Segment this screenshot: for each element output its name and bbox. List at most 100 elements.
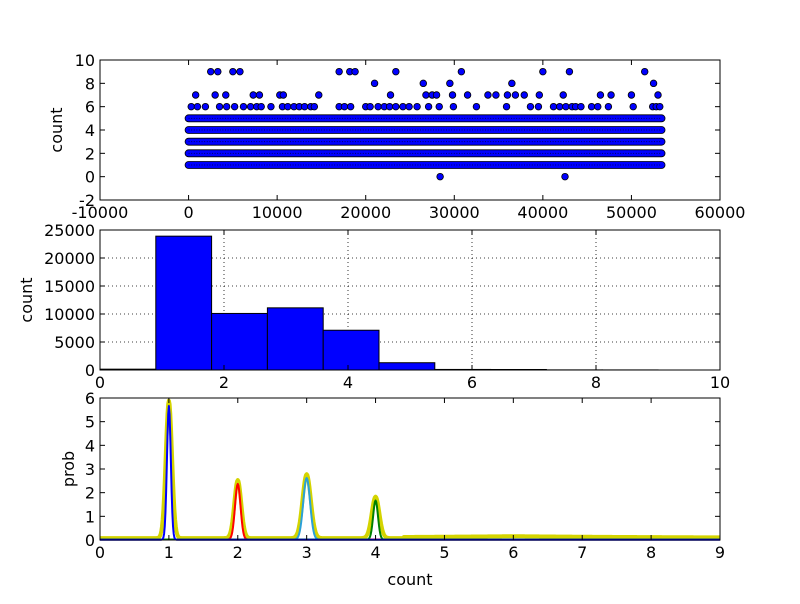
y-tick-label: 5000 [54, 333, 95, 352]
scatter-point [230, 68, 237, 75]
scatter-point [458, 68, 465, 75]
x-tick-label: 1 [164, 543, 174, 562]
histogram-bar [267, 308, 323, 370]
scatter-point [222, 92, 229, 99]
scatter-point [485, 92, 492, 99]
scatter-point [268, 103, 275, 110]
scatter-point [550, 103, 557, 110]
scatter-point [216, 103, 223, 110]
scatter-point [473, 103, 480, 110]
scatter-point [212, 92, 219, 99]
x-tick-label: 60000 [695, 203, 746, 222]
scatter-point [512, 92, 519, 99]
scatter-point [336, 68, 343, 75]
scatter-point [641, 68, 648, 75]
scatter-point [650, 80, 657, 87]
scatter-point [367, 103, 374, 110]
x-tick-label: 6 [508, 543, 518, 562]
y-tick-label: 1 [85, 507, 95, 526]
x-tick-label: 50000 [606, 203, 657, 222]
y-tick-label: 5 [85, 413, 95, 432]
scatter-point [223, 103, 230, 110]
y-tick-label: 6 [85, 98, 95, 117]
scatter-point [656, 103, 663, 110]
scatter-point [597, 92, 604, 99]
x-tick-label: 7 [577, 543, 587, 562]
scatter-point [202, 103, 209, 110]
scatter-point [215, 68, 222, 75]
scatter-point [540, 68, 547, 75]
scatter-point [406, 103, 413, 110]
scatter-point [527, 103, 534, 110]
scatter-point [315, 92, 322, 99]
y-tick-label: 8 [85, 74, 95, 93]
density-xlabel: count [387, 570, 432, 589]
scatter-point [447, 80, 454, 87]
scatter-point [594, 103, 601, 110]
scatter-point [493, 92, 500, 99]
x-tick-label: 20000 [340, 203, 391, 222]
histogram-bar [379, 363, 435, 370]
x-tick-label: 6 [467, 373, 477, 392]
scatter-point [556, 103, 563, 110]
histogram-bar [156, 236, 212, 370]
x-tick-label: 2 [233, 543, 243, 562]
scatter-point [655, 92, 662, 99]
scatter-point [504, 92, 511, 99]
x-tick-label: 5 [439, 543, 449, 562]
scatter-point [563, 103, 570, 110]
scatter-point [433, 92, 440, 99]
scatter-point [284, 103, 291, 110]
x-tick-label: 9 [715, 543, 725, 562]
scatter-point [450, 103, 457, 110]
x-tick-label: 4 [370, 543, 380, 562]
scatter-ylabel: count [47, 107, 66, 152]
y-tick-label: 4 [85, 121, 95, 140]
scatter-point [247, 103, 254, 110]
scatter-point [464, 92, 471, 99]
scatter-point [250, 92, 257, 99]
x-tick-label: 8 [646, 543, 656, 562]
scatter-point [194, 103, 201, 110]
scatter-point [562, 173, 569, 180]
scatter-point [608, 92, 615, 99]
scatter-point [375, 103, 382, 110]
scatter-point [521, 92, 528, 99]
scatter-point [347, 103, 354, 110]
scatter-point [258, 103, 265, 110]
scatter-point [536, 92, 543, 99]
scatter-point [509, 80, 516, 87]
scatter-point [425, 103, 432, 110]
density-ylabel: prob [59, 451, 78, 487]
scatter-point [628, 92, 635, 99]
scatter-point [420, 80, 427, 87]
y-tick-label: 6 [85, 389, 95, 408]
scatter-point [207, 68, 214, 75]
histogram-ylabel: count [17, 277, 36, 322]
y-tick-label: -2 [79, 191, 95, 210]
scatter-point [192, 92, 199, 99]
scatter-point [560, 92, 567, 99]
scatter-point [393, 68, 400, 75]
histogram-bar [323, 330, 379, 370]
x-tick-label: 0 [95, 543, 105, 562]
y-tick-label: 2 [85, 144, 95, 163]
y-tick-label: 0 [85, 168, 95, 187]
scatter-point [341, 103, 348, 110]
x-tick-label: 2 [219, 373, 229, 392]
scatter-point [535, 103, 542, 110]
scatter-point [280, 92, 287, 99]
y-tick-label: 15000 [44, 277, 95, 296]
scatter-point [311, 103, 318, 110]
y-tick-label: 10000 [44, 305, 95, 324]
y-tick-label: 25000 [44, 221, 95, 240]
y-tick-label: 3 [85, 460, 95, 479]
scatter-point [414, 103, 421, 110]
scatter-point [231, 103, 238, 110]
x-tick-label: 0 [95, 373, 105, 392]
scatter-point [437, 173, 444, 180]
x-tick-label: 10 [710, 373, 730, 392]
scatter-point [256, 92, 263, 99]
y-tick-label: 2 [85, 484, 95, 503]
scatter-point [188, 103, 195, 110]
